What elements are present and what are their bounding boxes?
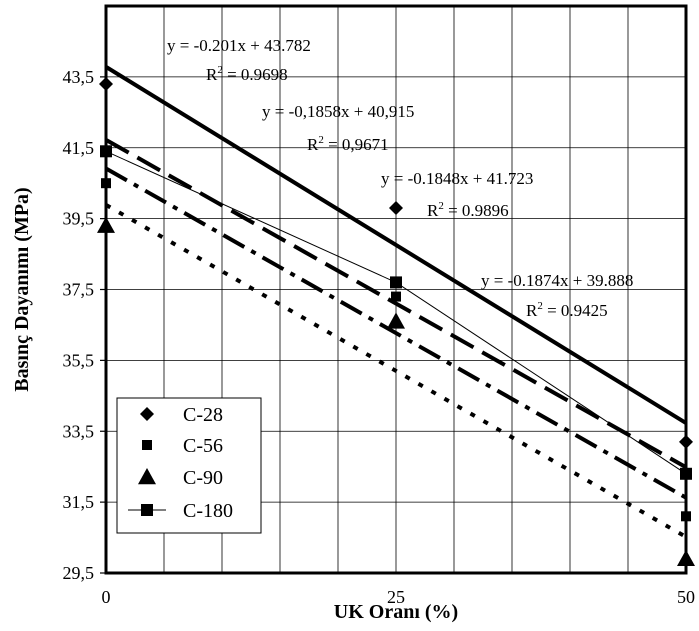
legend-label: C-90 — [183, 467, 223, 489]
point-c-90 — [387, 312, 405, 329]
r2-c180: R2 = 0,9671 — [307, 134, 389, 154]
y-tick-label: 39,5 — [63, 209, 95, 229]
legend-item-c-28: C-28 — [140, 404, 223, 426]
point-c-180 — [390, 276, 402, 289]
legend: C-28 C-56 C-90 C-180 — [116, 397, 262, 534]
r2-c56: R2 = 0.9896 — [427, 200, 509, 220]
equation-c28: y = -0.201x + 43.782 — [167, 36, 311, 55]
annotation-c180: y = -0,1858x + 40,915 R2 = 0,9671 — [262, 102, 414, 154]
x-axis-title: UK Oranı (%) — [334, 601, 458, 623]
legend-swatch-c-56 — [142, 440, 152, 450]
x-tick-labels: 0 25 50 — [102, 587, 696, 607]
legend-label: C-28 — [183, 404, 223, 426]
annotation-c56: y = -0.1848x + 41.723 R2 = 0.9896 — [381, 169, 533, 220]
annotation-c90: y = -0.1874x + 39.888 R2 = 0.9425 — [481, 271, 633, 320]
legend-swatch-c-28 — [140, 407, 154, 421]
trendlines — [104, 65, 688, 539]
x-tick-label: 25 — [387, 587, 405, 607]
x-tick-label: 50 — [677, 587, 695, 607]
y-tick-label: 41,5 — [63, 138, 95, 158]
point-c-56 — [391, 291, 401, 302]
y-tick-label: 31,5 — [63, 492, 95, 512]
y-tick-label: 33,5 — [63, 421, 95, 441]
legend-item-c-90: C-90 — [138, 467, 223, 489]
equation-c56: y = -0.1848x + 41.723 — [381, 169, 533, 188]
y-tick-label: 35,5 — [63, 350, 95, 370]
legend-label: C-56 — [183, 435, 223, 457]
legend-swatch-c-90 — [138, 468, 156, 485]
y-tick-labels: 29,5 31,5 33,5 35,5 37,5 39,5 41,5 43,5 — [63, 67, 106, 583]
y-tick-label: 37,5 — [63, 280, 95, 300]
legend-item-c-56: C-56 — [142, 435, 223, 457]
equation-c180: y = -0,1858x + 40,915 — [262, 102, 414, 121]
point-c-28 — [389, 200, 403, 215]
r2-c28: R2 = 0.9698 — [206, 64, 288, 84]
legend-swatch-c-180 — [141, 504, 153, 516]
legend-label: C-180 — [183, 500, 233, 522]
legend-item-c-180: C-180 — [128, 500, 233, 522]
trendline-c-56 — [105, 138, 687, 470]
y-tick-label: 29,5 — [63, 563, 95, 583]
trendline-c-90 — [105, 203, 687, 539]
x-tick-label: 0 — [102, 587, 111, 607]
y-tick-label: 43,5 — [63, 67, 95, 87]
trendline-c-28 — [104, 65, 688, 425]
equation-c90: y = -0.1874x + 39.888 — [481, 271, 633, 290]
y-axis-title: Basınç Dayanımı (MPa) — [11, 187, 33, 391]
annotation-c28: y = -0.201x + 43.782 R2 = 0.9698 — [167, 36, 311, 84]
r2-c90: R2 = 0.9425 — [526, 300, 608, 320]
trendline-c-180 — [105, 166, 687, 500]
